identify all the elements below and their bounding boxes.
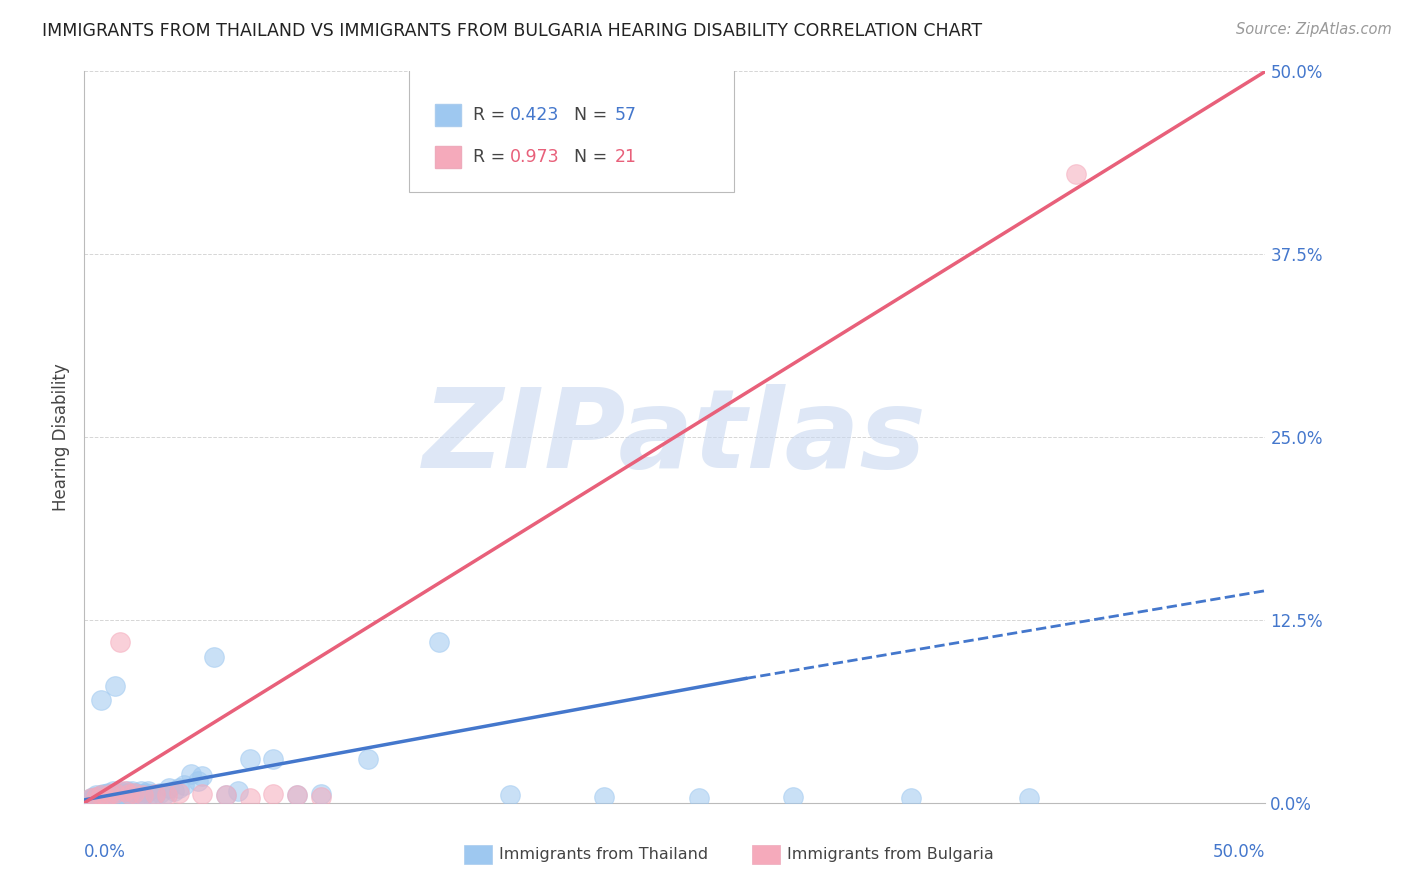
Point (135, 786, 157, 800)
Point (104, 786, 127, 800)
Point (191, 769, 214, 783)
Point (688, 791, 710, 805)
Bar (752, 845, 780, 864)
Point (149, 786, 172, 800)
Point (309, 789, 332, 804)
Bar (464, 845, 492, 864)
Point (111, 786, 134, 800)
Text: 0.973: 0.973 (509, 148, 560, 166)
Point (262, 787, 284, 801)
Text: R =: R = (472, 148, 510, 166)
Text: 50.0%: 50.0% (1213, 843, 1265, 861)
Point (215, 789, 238, 803)
Text: Immigrants from Thailand: Immigrants from Thailand (499, 847, 709, 862)
Point (1066, 167, 1088, 181)
Point (900, 791, 922, 805)
Point (128, 789, 150, 803)
Point (239, 791, 262, 805)
Text: 0.423: 0.423 (509, 106, 560, 124)
Point (94, 789, 117, 804)
Text: 0.0%: 0.0% (84, 843, 127, 861)
Point (98, 787, 121, 801)
Point (114, 787, 136, 801)
Point (129, 784, 152, 798)
Point (80, 791, 103, 805)
Y-axis label: Hearing Disability: Hearing Disability (52, 363, 70, 511)
FancyBboxPatch shape (434, 104, 461, 127)
Point (163, 784, 186, 798)
Point (156, 789, 179, 803)
Point (104, 679, 127, 693)
Point (285, 789, 308, 803)
Point (80, 791, 103, 805)
Point (94, 787, 117, 801)
Point (114, 784, 136, 798)
Point (153, 787, 176, 801)
Point (1018, 791, 1040, 805)
FancyBboxPatch shape (434, 146, 461, 168)
Point (98, 787, 121, 801)
Point (215, 789, 238, 803)
Point (87, 789, 110, 804)
Point (143, 789, 166, 803)
Point (132, 787, 155, 801)
Point (101, 784, 124, 798)
Point (91, 789, 114, 803)
Point (226, 784, 249, 798)
Point (90, 693, 112, 707)
Point (118, 786, 141, 800)
Point (357, 752, 380, 766)
Point (180, 766, 202, 780)
Point (167, 786, 190, 800)
Text: Immigrants from Bulgaria: Immigrants from Bulgaria (787, 847, 994, 862)
Point (427, 635, 450, 649)
Point (132, 789, 155, 803)
Point (118, 787, 141, 801)
Point (498, 789, 520, 803)
Point (125, 786, 148, 800)
FancyBboxPatch shape (409, 64, 734, 192)
Point (782, 789, 804, 804)
Text: 21: 21 (614, 148, 637, 166)
Text: Source: ZipAtlas.com: Source: ZipAtlas.com (1236, 22, 1392, 37)
Point (122, 787, 145, 801)
Point (593, 789, 616, 804)
Point (143, 787, 166, 801)
Point (104, 786, 127, 800)
Point (115, 784, 138, 798)
Point (97, 786, 120, 800)
Point (202, 649, 225, 664)
Point (121, 784, 143, 798)
Text: N =: N = (575, 106, 613, 124)
Point (107, 787, 129, 801)
Text: 57: 57 (614, 106, 637, 124)
Point (84, 789, 107, 803)
Point (136, 784, 159, 798)
Point (83, 789, 105, 804)
Text: N =: N = (575, 148, 613, 166)
Point (97, 789, 120, 803)
Point (157, 781, 180, 796)
Point (173, 778, 195, 792)
Point (239, 752, 262, 766)
Point (191, 787, 214, 801)
Point (187, 773, 209, 788)
Point (285, 789, 308, 803)
Point (84, 791, 107, 805)
Point (139, 787, 162, 801)
Point (84, 789, 107, 804)
Point (108, 635, 131, 649)
Point (90, 789, 112, 803)
Text: R =: R = (472, 106, 510, 124)
Point (262, 752, 284, 766)
Point (108, 784, 131, 798)
Point (167, 781, 190, 796)
Text: ZIPatlas: ZIPatlas (423, 384, 927, 491)
Point (91, 787, 114, 801)
Text: IMMIGRANTS FROM THAILAND VS IMMIGRANTS FROM BULGARIA HEARING DISABILITY CORRELAT: IMMIGRANTS FROM THAILAND VS IMMIGRANTS F… (42, 22, 983, 40)
Point (122, 786, 145, 800)
Point (77, 793, 100, 807)
Point (309, 787, 332, 801)
Point (90, 789, 112, 803)
